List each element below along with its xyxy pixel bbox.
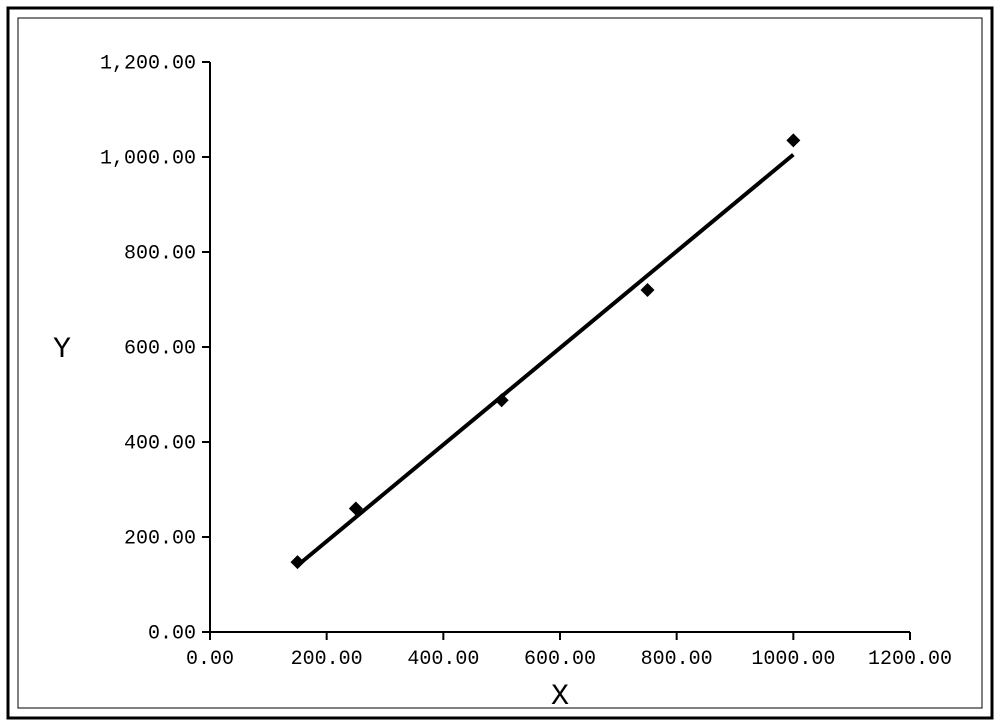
x-tick-label: 200.00 xyxy=(291,648,363,671)
y-tick-label: 400.00 xyxy=(124,433,196,456)
x-tick-label: 400.00 xyxy=(407,648,479,671)
x-tick-label: 0.00 xyxy=(186,648,234,671)
scatter-line-chart: 0.00 200.00 400.00 600.00 800.00 1000.00 1200.… xyxy=(0,0,1000,726)
x-tick-label: 800.00 xyxy=(641,648,713,671)
y-tick-label: 1,000.00 xyxy=(100,148,196,171)
chart-container: 0.00 200.00 400.00 600.00 800.00 1000.00 1200.… xyxy=(0,0,1000,726)
y-tick-label: 600.00 xyxy=(124,338,196,361)
x-tick-label: 1000.00 xyxy=(751,648,835,671)
x-axis-title: X xyxy=(551,680,569,714)
y-tick-label: 800.00 xyxy=(124,243,196,266)
y-tick-label: 1,200.00 xyxy=(100,53,196,76)
y-axis-title: Y xyxy=(53,333,71,367)
x-tick-label: 600.00 xyxy=(524,648,596,671)
y-tick-label: 0.00 xyxy=(148,623,196,646)
x-tick-label: 1200.00 xyxy=(868,648,952,671)
y-tick-label: 200.00 xyxy=(124,528,196,551)
